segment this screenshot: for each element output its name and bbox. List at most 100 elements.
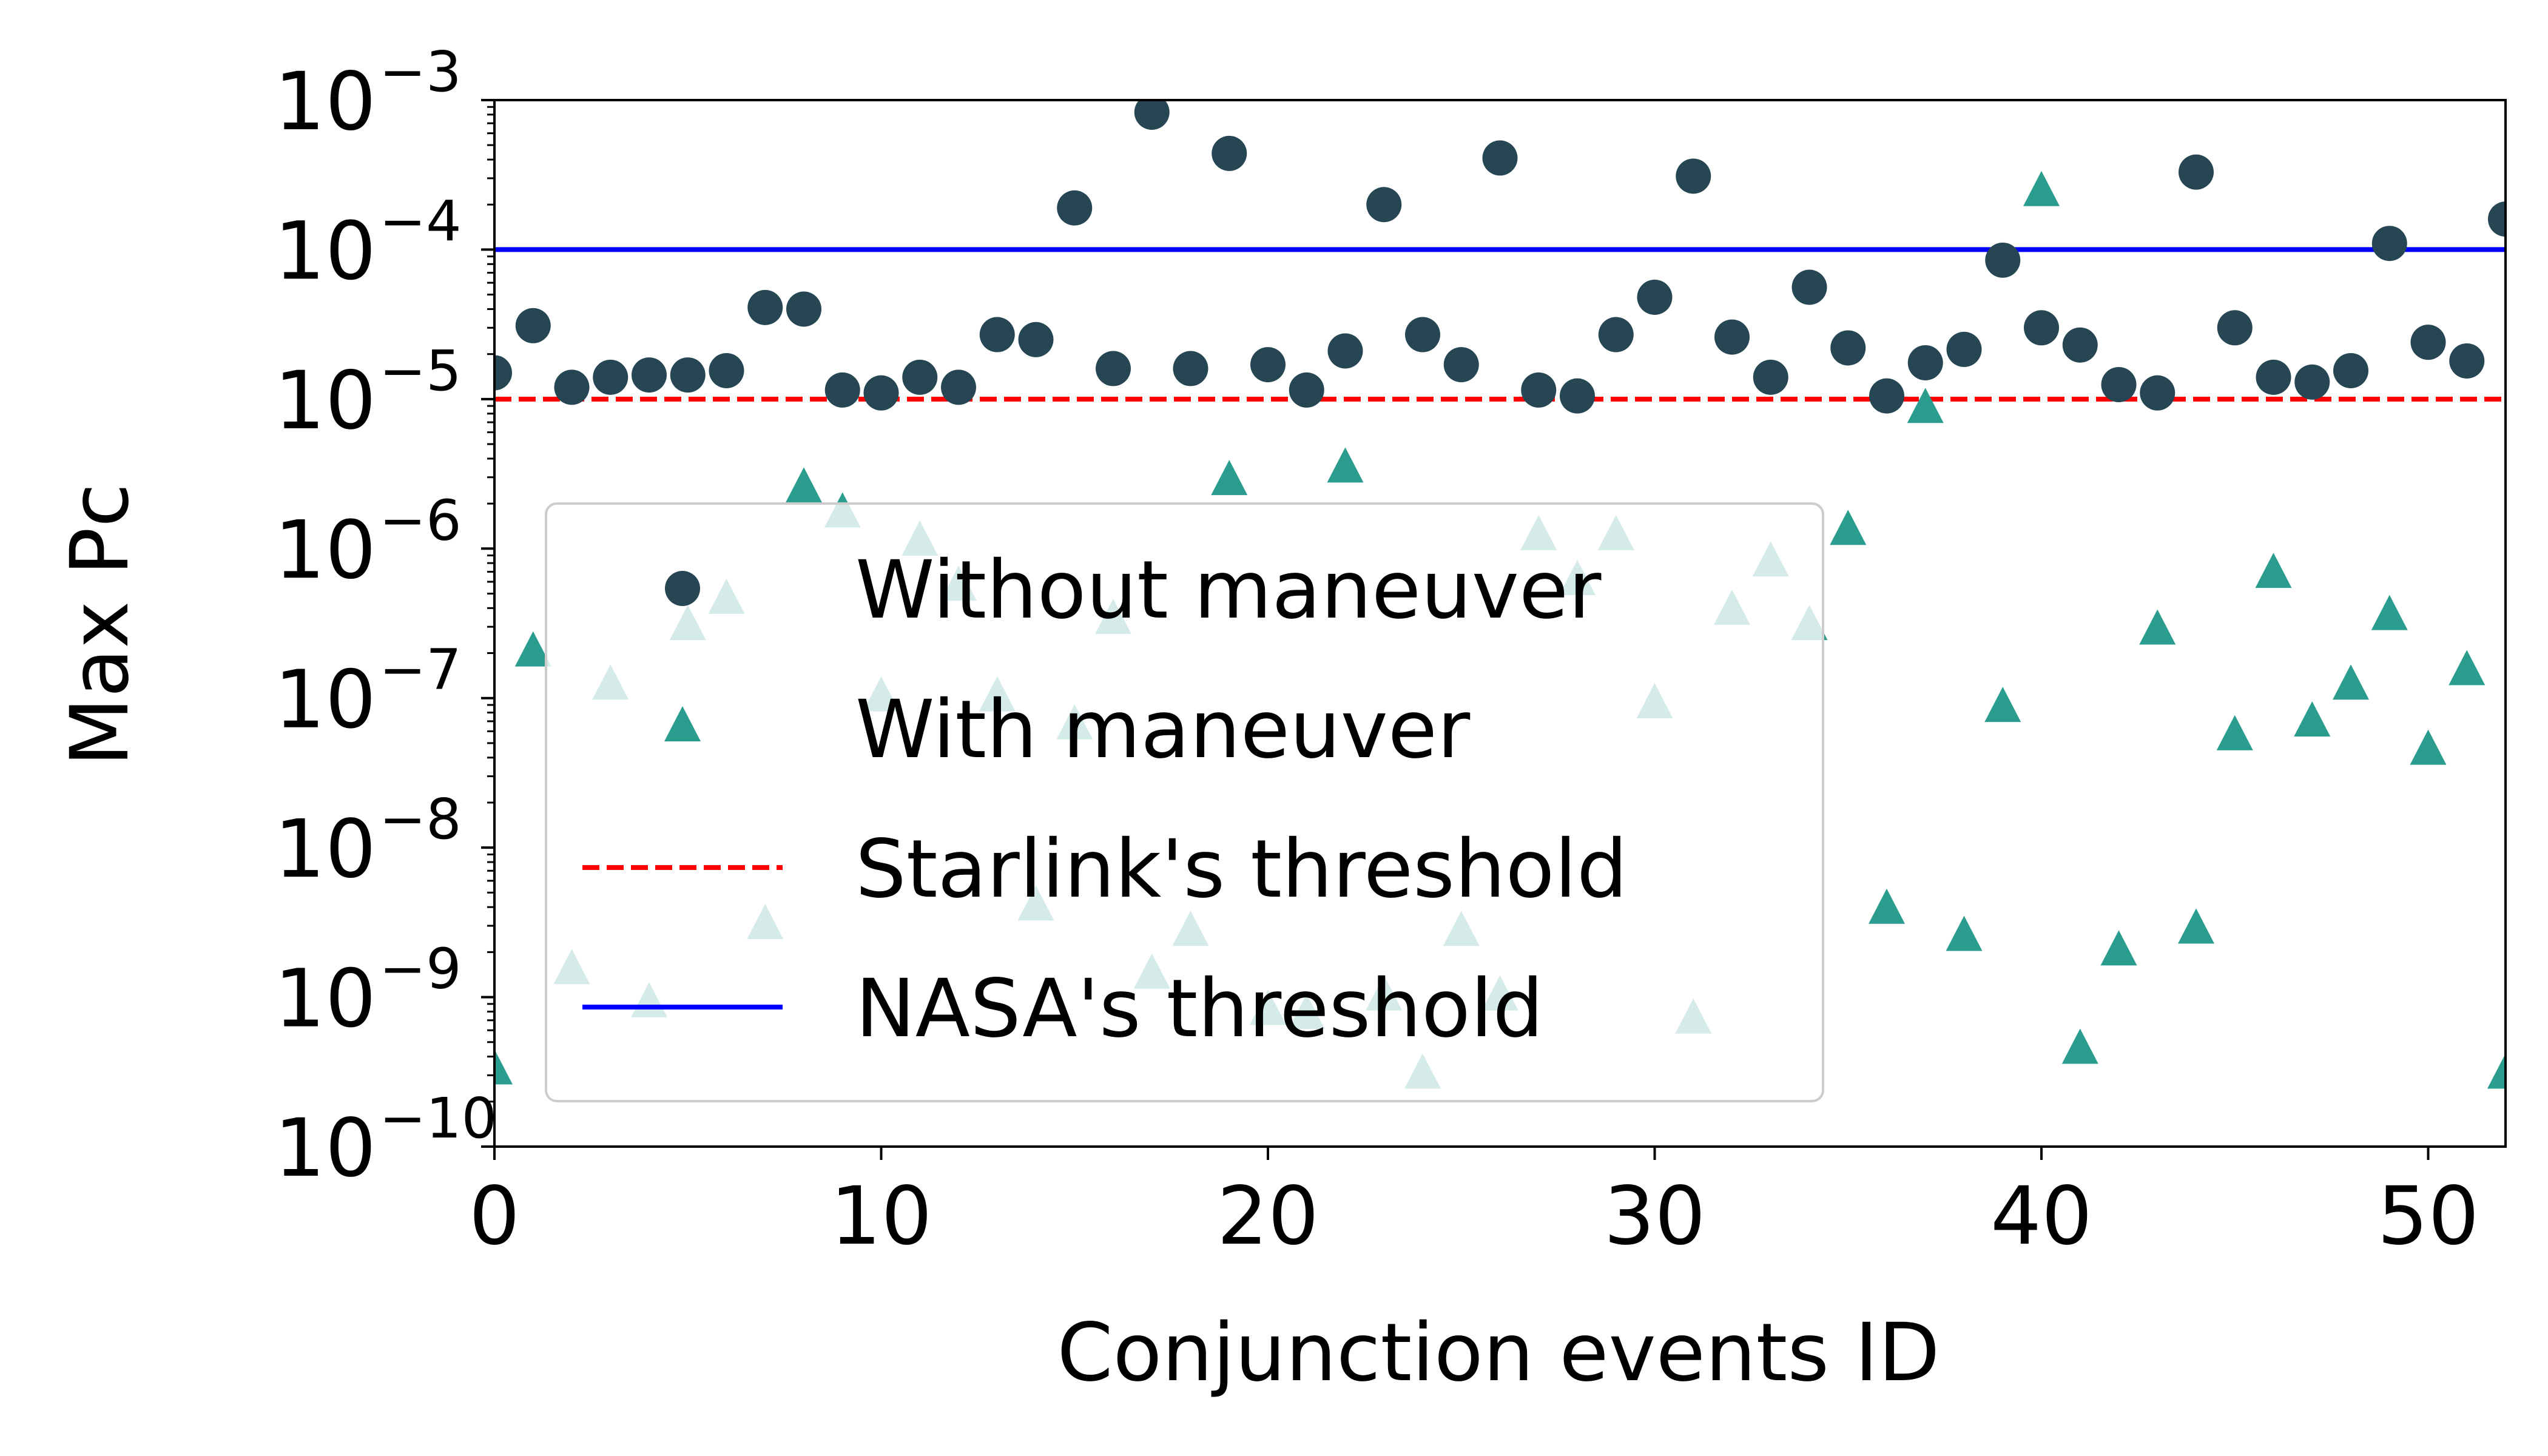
- without-maneuver-point: [1096, 351, 1131, 386]
- without-maneuver-point: [670, 357, 706, 393]
- legend-label-starlink: Starlink's threshold: [855, 823, 1628, 916]
- y-tick-label: 10 −3: [274, 39, 462, 149]
- without-maneuver-point: [1985, 242, 2021, 278]
- without-maneuver-point: [786, 291, 821, 327]
- with-maneuver-point: [2371, 595, 2408, 630]
- y-tick-exponent: −7: [379, 638, 462, 703]
- without-maneuver-point: [2410, 325, 2446, 360]
- legend-label-with-maneuver: With maneuver: [855, 683, 1471, 777]
- without-maneuver-point: [1134, 100, 1170, 130]
- y-tick-exponent: −9: [379, 937, 462, 1002]
- y-tick-exponent: −6: [379, 488, 462, 553]
- with-maneuver-point: [514, 631, 551, 667]
- x-tick-label: 40: [1990, 1170, 2092, 1263]
- x-axis-label: Conjunction events ID: [1057, 1306, 1940, 1400]
- without-maneuver-point: [1405, 317, 1440, 352]
- without-maneuver-point: [709, 352, 744, 388]
- x-tick-label: 50: [2378, 1170, 2479, 1263]
- with-maneuver-point: [2023, 170, 2060, 206]
- y-tick-exponent: −8: [379, 787, 462, 852]
- without-maneuver-point: [1907, 345, 1943, 380]
- legend-circle-marker: [665, 571, 700, 606]
- without-maneuver-point: [1366, 187, 1402, 223]
- without-maneuver-point: [979, 317, 1015, 352]
- without-maneuver-point: [1057, 190, 1093, 226]
- without-maneuver-point: [1791, 269, 1827, 305]
- y-tick-label: 10 −5: [274, 339, 462, 448]
- without-maneuver-point: [2449, 343, 2485, 379]
- without-maneuver-point: [1327, 333, 1363, 369]
- without-maneuver-point: [515, 308, 551, 343]
- with-maneuver-point: [1869, 888, 1905, 924]
- without-maneuver-point: [2062, 327, 2098, 363]
- without-maneuver-point: [2488, 201, 2506, 237]
- with-maneuver-point: [786, 467, 822, 503]
- with-maneuver-point: [2255, 553, 2292, 588]
- y-tick-base: 10: [274, 803, 376, 896]
- without-maneuver-point: [1482, 140, 1518, 176]
- y-axis-label: Max Pc: [53, 483, 147, 766]
- without-maneuver-point: [1560, 378, 1595, 414]
- plot-frame: [493, 99, 2507, 1148]
- without-maneuver-point: [1250, 347, 1286, 383]
- without-maneuver-point: [2101, 366, 2137, 402]
- legend-box: [545, 502, 1824, 1102]
- with-maneuver-point: [2100, 930, 2137, 966]
- with-maneuver-point: [2294, 701, 2331, 737]
- with-maneuver-point: [494, 1049, 513, 1085]
- without-maneuver-point: [1212, 135, 1247, 171]
- y-tick-base: 10: [274, 952, 376, 1046]
- y-tick-exponent: −10: [379, 1086, 497, 1151]
- without-maneuver-point: [1869, 378, 1904, 414]
- y-tick-label: 10 −10: [274, 1086, 497, 1195]
- without-maneuver-point: [1173, 351, 1208, 386]
- without-maneuver-point: [1521, 372, 1557, 408]
- without-maneuver-point: [1830, 330, 1866, 366]
- with-maneuver-point: [2410, 729, 2447, 765]
- y-tick-base: 10: [274, 204, 376, 298]
- without-maneuver-point: [632, 357, 667, 393]
- x-tick-label: 0: [469, 1170, 520, 1263]
- with-maneuver-point: [2487, 1053, 2506, 1089]
- y-tick-label: 10 −6: [274, 488, 462, 597]
- axes: 0 10 20 30 40 5010−1010−910−810−710−610−510−4…: [274, 39, 2507, 1263]
- x-tick-label: 10: [831, 1170, 932, 1263]
- with-maneuver-point: [1211, 460, 1248, 496]
- with-maneuver-point: [2061, 1028, 2098, 1064]
- with-maneuver-point: [2178, 908, 2214, 944]
- without-maneuver-point: [1018, 322, 1054, 357]
- legend: Without maneuver With maneuver Starlink's …: [545, 502, 1824, 1102]
- x-tick-label: 30: [1604, 1170, 1706, 1263]
- without-maneuver-point: [1676, 158, 1711, 194]
- without-maneuver-point: [1714, 319, 1750, 355]
- with-maneuver-point: [2333, 664, 2369, 700]
- y-tick-label: 10 −8: [274, 787, 462, 896]
- legend-label-nasa: NASA's threshold: [855, 962, 1543, 1056]
- with-maneuver-point: [2139, 609, 2176, 645]
- without-maneuver-point: [2333, 352, 2368, 388]
- legend-label-without-maneuver: Without maneuver: [855, 544, 1602, 637]
- y-tick-exponent: −3: [379, 39, 462, 104]
- y-tick-label: 10 −4: [274, 189, 462, 298]
- with-maneuver-point: [1327, 447, 1364, 483]
- y-tick-label: 10 −9: [274, 937, 462, 1046]
- without-maneuver-point: [1637, 279, 1673, 315]
- without-maneuver-point: [1753, 359, 1788, 395]
- without-maneuver-point: [1598, 317, 1634, 352]
- y-tick-label: 10 −7: [274, 638, 462, 747]
- without-maneuver-point: [747, 289, 783, 325]
- y-tick-base: 10: [274, 354, 376, 448]
- with-maneuver-point: [1946, 915, 1983, 951]
- without-maneuver-point: [2256, 359, 2291, 395]
- without-maneuver-point: [2179, 154, 2214, 190]
- y-tick-base: 10: [274, 504, 376, 597]
- without-maneuver-point: [863, 375, 899, 411]
- legend-triangle-marker: [664, 706, 701, 742]
- y-tick-exponent: −4: [379, 189, 462, 254]
- without-maneuver-point: [2140, 375, 2176, 411]
- with-maneuver-point: [1984, 687, 2021, 723]
- without-maneuver-point: [494, 355, 512, 391]
- without-maneuver-point: [2371, 226, 2407, 261]
